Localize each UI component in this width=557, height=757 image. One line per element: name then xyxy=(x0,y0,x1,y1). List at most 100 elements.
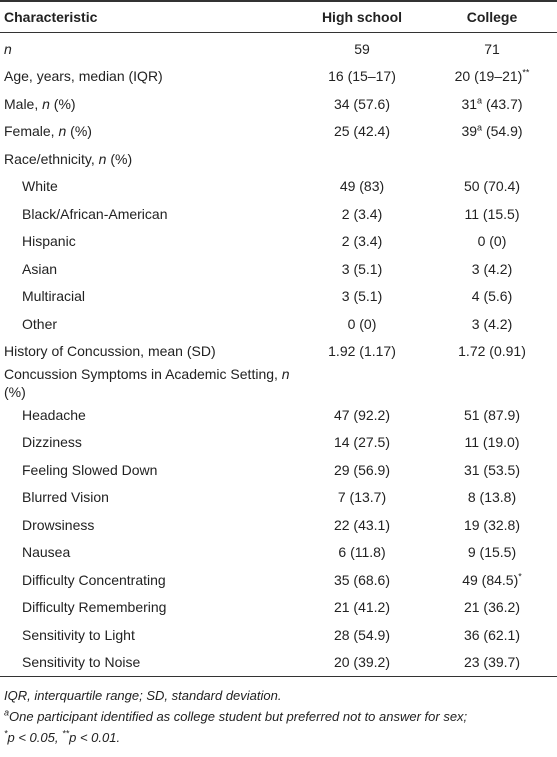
table-cell: 4 (5.6) xyxy=(427,288,557,304)
text-run: Sensitivity to Noise xyxy=(22,654,141,671)
text-run: Black/African-American xyxy=(22,205,168,222)
text-run: IQR, interquartile range; SD, standard d… xyxy=(4,688,282,703)
row-label: Nausea xyxy=(0,543,297,561)
table-cell: 11 (15.5) xyxy=(427,206,557,222)
text-run: Male, xyxy=(4,95,43,112)
row-label: Age, years, median (IQR) xyxy=(0,67,297,85)
footnotes: IQR, interquartile range; SD, standard d… xyxy=(0,677,557,748)
text-run: 20 (39.2) xyxy=(333,654,391,671)
superscript: a xyxy=(4,707,10,718)
footnote: IQR, interquartile range; SD, standard d… xyxy=(4,685,553,706)
row-label: Black/African-American xyxy=(0,205,297,223)
table-cell: 0 (0) xyxy=(427,233,557,249)
superscript: ** xyxy=(62,728,70,739)
text-run: 8 (13.8) xyxy=(467,489,517,506)
table-cell: 31a (43.7) xyxy=(427,96,557,112)
table-row: Dizziness 14 (27.5) 11 (19.0) xyxy=(0,429,557,457)
row-label: Sensitivity to Noise xyxy=(0,653,297,671)
italic-text: n xyxy=(281,366,290,382)
text-run: Other xyxy=(22,315,58,332)
table-row: Feeling Slowed Down 29 (56.9) 31 (53.5) xyxy=(0,456,557,484)
text-run: 2 (3.4) xyxy=(341,233,383,250)
table-cell: 14 (27.5) xyxy=(297,434,427,450)
text-run: p < 0.01. xyxy=(69,730,121,745)
text-run: 6 (11.8) xyxy=(338,544,386,561)
table-cell: 39a (54.9) xyxy=(427,123,557,139)
text-run: Nausea xyxy=(22,544,71,561)
text-run: Hispanic xyxy=(22,233,76,250)
table-row: Difficulty Concentrating 35 (68.6) 49 (84.… xyxy=(0,566,557,594)
text-run: 49 (83) xyxy=(339,178,385,195)
text-run: 29 (56.9) xyxy=(333,461,391,478)
text-run: 21 (36.2) xyxy=(463,599,521,616)
table-cell: 29 (56.9) xyxy=(297,462,427,478)
table-cell: 20 (19–21)** xyxy=(427,68,557,84)
text-run: Concussion Symptoms in Academic Setting, xyxy=(4,366,282,382)
text-run: 34 (57.6) xyxy=(333,95,391,112)
table-cell: 16 (15–17) xyxy=(297,68,427,84)
table-cell: 25 (42.4) xyxy=(297,123,427,139)
text-run: 20 (19–21) xyxy=(454,68,523,85)
table-cell: 7 (13.7) xyxy=(297,489,427,505)
text-run: 71 xyxy=(484,40,500,57)
text-run: 39 xyxy=(461,123,478,140)
table-cell: 8 (13.8) xyxy=(427,489,557,505)
text-run: 2 (3.4) xyxy=(341,205,383,222)
text-run: 11 (19.0) xyxy=(464,434,520,451)
text-run: 19 (32.8) xyxy=(463,516,521,533)
table-cell: 47 (92.2) xyxy=(297,407,427,423)
italic-text: n xyxy=(42,95,50,112)
text-run: 1.72 (0.91) xyxy=(458,343,526,360)
text-run: Race/ethnicity, xyxy=(4,150,99,167)
table-row: Asian 3 (5.1) 3 (4.2) xyxy=(0,255,557,283)
row-label: White xyxy=(0,177,297,195)
row-label: Headache xyxy=(0,406,297,424)
table-row: Other 0 (0) 3 (4.2) xyxy=(0,310,557,338)
table-cell: 59 xyxy=(297,41,427,57)
table-cell: 21 (36.2) xyxy=(427,599,557,615)
header-cell: High school xyxy=(321,9,403,25)
row-label: Dizziness xyxy=(0,433,297,451)
header-row: Characteristic High school College xyxy=(0,0,557,33)
table-row: Concussion Symptoms in Academic Setting,… xyxy=(0,365,557,401)
superscript: ** xyxy=(522,67,530,78)
table-row: White 49 (83) 50 (70.4) xyxy=(0,173,557,201)
table-row: Female, n (%) 25 (42.4) 39a (54.9) xyxy=(0,118,557,146)
text-run: 7 (13.7) xyxy=(337,489,387,506)
italic-text: n xyxy=(4,40,12,57)
row-label: Asian xyxy=(0,260,297,278)
table-cell: 2 (3.4) xyxy=(297,206,427,222)
table-cell: 49 (83) xyxy=(297,178,427,194)
table-cell: 34 (57.6) xyxy=(297,96,427,112)
text-run: Drowsiness xyxy=(22,516,95,533)
row-label: Blurred Vision xyxy=(0,488,297,506)
text-run: Female, xyxy=(4,123,59,140)
table-cell: 35 (68.6) xyxy=(297,572,427,588)
text-run: 50 (70.4) xyxy=(463,178,521,195)
table-cell: 3 (5.1) xyxy=(297,261,427,277)
text-run: Difficulty Concentrating xyxy=(22,571,166,588)
table-cell: 22 (43.1) xyxy=(297,517,427,533)
table-cell: 0 (0) xyxy=(297,316,427,332)
table-row: Race/ethnicity, n (%) xyxy=(0,145,557,173)
table-row: Blurred Vision 7 (13.7) 8 (13.8) xyxy=(0,484,557,512)
row-label: Multiracial xyxy=(0,287,297,305)
text-run: 23 (39.7) xyxy=(463,654,521,671)
text-run: 14 (27.5) xyxy=(333,434,391,451)
row-label: Difficulty Remembering xyxy=(0,598,297,616)
text-run: Sensitivity to Light xyxy=(22,626,135,643)
superscript: * xyxy=(518,571,522,582)
table-row: Nausea 6 (11.8) 9 (15.5) xyxy=(0,539,557,567)
table-cell: 9 (15.5) xyxy=(427,544,557,560)
text-run: History of Concussion, mean (SD) xyxy=(4,343,216,360)
row-label: n xyxy=(0,40,297,58)
table-body: n 59 71 Age, years, median (IQR) 16 (15–17) 2… xyxy=(0,33,557,677)
text-run: 3 (4.2) xyxy=(471,260,513,277)
italic-text: n xyxy=(98,150,107,167)
text-run: 11 (15.5) xyxy=(464,205,520,222)
text-run: (54.9) xyxy=(482,123,523,140)
text-run: 4 (5.6) xyxy=(471,288,513,305)
text-run: 16 (15–17) xyxy=(328,68,396,85)
table-row: Hispanic 2 (3.4) 0 (0) xyxy=(0,228,557,256)
superscript: * xyxy=(4,728,8,739)
